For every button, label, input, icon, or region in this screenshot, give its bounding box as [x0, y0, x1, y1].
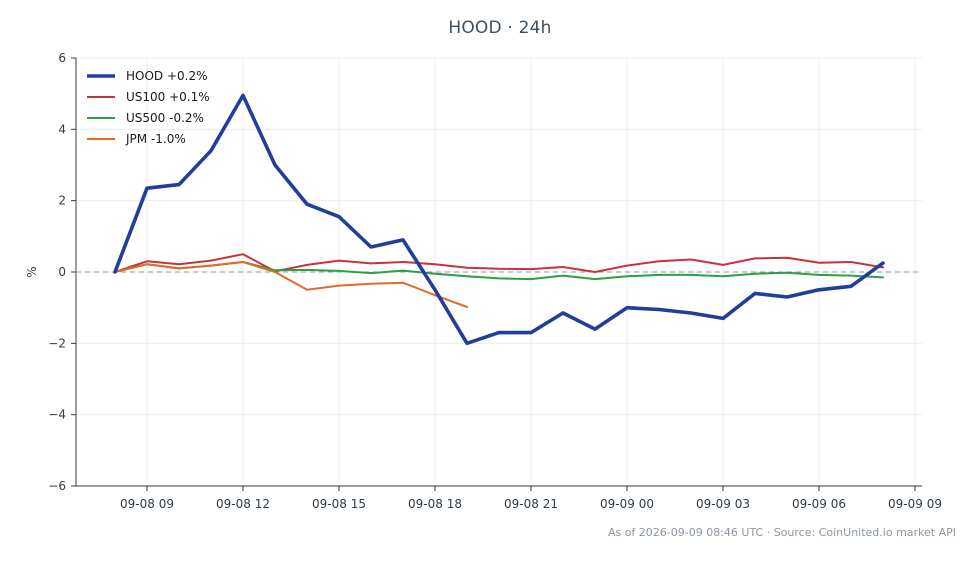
series-line-1	[114, 253, 884, 273]
x-tick-label: 09-09 03	[696, 497, 750, 511]
x-tick-label: 09-09 06	[792, 497, 846, 511]
x-tick-label: 09-08 15	[312, 497, 366, 511]
chart-title: HOOD · 24h	[448, 18, 552, 38]
x-tick-label: 09-09 09	[888, 497, 942, 511]
y-tick-label: 6	[58, 51, 66, 65]
x-tick-label: 09-08 18	[408, 497, 462, 511]
series-lines	[113, 93, 885, 346]
legend-label: JPM -1.0%	[125, 132, 186, 146]
y-tick-label: 4	[58, 122, 66, 136]
legend-label: HOOD +0.2%	[126, 69, 208, 83]
y-tick-label: 2	[58, 194, 66, 208]
legend-label: US500 -0.2%	[126, 111, 204, 125]
legend-label: US100 +0.1%	[126, 90, 210, 104]
y-axis-label: %	[25, 266, 39, 277]
series-line-2	[114, 261, 884, 281]
x-tick-label: 09-08 12	[216, 497, 270, 511]
series-line-3	[114, 261, 468, 308]
x-tick-label: 09-09 00	[600, 497, 654, 511]
y-tick-label: −2	[48, 336, 66, 350]
y-tick-label: −4	[48, 408, 66, 422]
x-tick-label: 09-08 21	[504, 497, 558, 511]
y-tick-label: 0	[58, 265, 66, 279]
series-line-0	[113, 93, 885, 346]
x-tick-label: 09-08 09	[120, 497, 174, 511]
footer-source: As of 2026-09-09 08:46 UTC · Source: Coi…	[607, 526, 956, 539]
ticks: −6 −4 −2 0 2 4 6 09-08 09 09-08 12 09-08 15 09-08 …	[48, 51, 942, 511]
y-tick-label: −6	[48, 479, 66, 493]
legend: HOOD +0.2% US100 +0.1% US500 -0.2% JPM -1.0…	[87, 69, 210, 146]
